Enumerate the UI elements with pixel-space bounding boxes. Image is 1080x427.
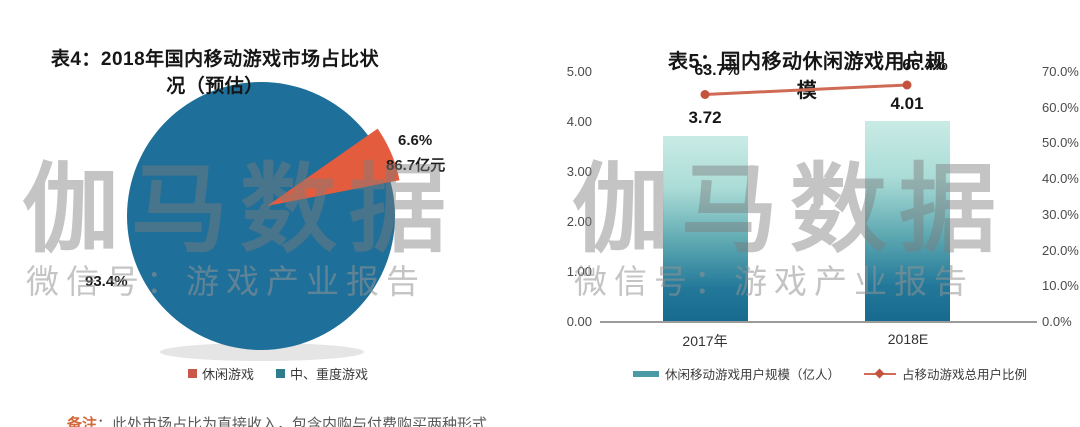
pie-chart [127, 82, 400, 361]
bar-2017 [663, 136, 748, 322]
y-axis-left-tick: 4.00 [566, 114, 592, 129]
y-axis-left-tick: 0.00 [566, 314, 592, 329]
pie-legend: 休闲游戏 中、重度游戏 [188, 364, 368, 383]
combo-legend-item-bars: 休闲移动游戏用户规模（亿人） [633, 364, 840, 383]
y-axis-right-tick: 20.0% [1042, 243, 1079, 258]
y-axis-right-tick: 0.0% [1042, 314, 1072, 329]
combo-legend-label: 占移动游戏总用户比例 [902, 368, 1028, 382]
ratio-point-2018e [902, 80, 912, 90]
bar-series-swatch-icon [633, 370, 659, 377]
bar-value-2018e: 4.01 [890, 94, 924, 113]
pie-legend-label: 休闲游戏 [202, 367, 255, 382]
ratio-line [704, 83, 908, 96]
x-axis-label-2018e: 2018E [887, 331, 929, 347]
casual-swatch-icon [188, 369, 197, 378]
ratio-value-2017: 63.7% [694, 62, 740, 79]
pie-label-midcore-pct: 93.4% [85, 273, 128, 290]
pie-chart-title: 表4：2018年国内移动游戏市场占比状况（预估） [50, 48, 380, 97]
y-axis-right-tick: 30.0% [1042, 207, 1079, 222]
y-axis-right-tick: 40.0% [1042, 171, 1079, 186]
y-axis-right-tick: 10.0% [1042, 278, 1079, 293]
footnote-text: ：此处市场占比为直接收入，包含内购与付费购买两种形式 [97, 416, 488, 427]
ratio-line-series [700, 80, 912, 99]
pie-legend-item-casual: 休闲游戏 [188, 364, 254, 383]
combo-legend-label: 休闲移动游戏用户规模（亿人） [665, 368, 841, 382]
pie-legend-item-midcore: 中、重度游戏 [276, 364, 368, 383]
combo-legend: 休闲移动游戏用户规模（亿人） 占移动游戏总用户比例 [633, 364, 1027, 383]
pie-label-casual-pct: 6.6% [398, 132, 433, 149]
bar-2018e [865, 121, 950, 322]
pie-slice-midcore [127, 82, 395, 350]
pie-shadow [160, 343, 364, 361]
pie-chart-panel: 表4：2018年国内移动游戏市场占比状况（预估） 6.6% 86.7亿元 93.… [50, 48, 487, 427]
y-axis-right-tick: 50.0% [1042, 135, 1079, 150]
ratio-value-2018e: 66.4% [902, 57, 948, 74]
footnote: 备注：此处市场占比为直接收入，包含内购与付费购买两种形式 [67, 413, 487, 427]
y-axis-left-tick: 2.00 [566, 214, 592, 229]
y-axis-right-tick: 70.0% [1042, 64, 1079, 79]
y-axis-right-tick: 60.0% [1042, 100, 1079, 115]
line-series-swatch-icon [864, 368, 897, 379]
combo-chart-panel: 表5：国内移动休闲游戏用户规模 5.00 4.00 3.00 2.00 1.00… [540, 0, 1080, 427]
midcore-swatch-icon [276, 369, 286, 378]
pie-legend-label: 中、重度游戏 [290, 367, 369, 382]
x-axis-line [600, 321, 1037, 323]
ratio-point-2017 [700, 90, 710, 99]
y-axis-left-tick: 5.00 [566, 64, 592, 79]
pie-slice-casual [267, 128, 400, 206]
y-axis-left-tick: 3.00 [566, 164, 592, 179]
combo-legend-item-line: 占移动游戏总用户比例 [864, 364, 1027, 383]
pie-label-casual-amount: 86.7亿元 [386, 157, 446, 174]
x-axis-label-2017: 2017年 [682, 333, 728, 349]
y-axis-left-tick: 1.00 [566, 264, 592, 279]
bar-value-2017: 3.72 [688, 108, 722, 127]
footnote-prefix: 备注 [67, 416, 98, 427]
